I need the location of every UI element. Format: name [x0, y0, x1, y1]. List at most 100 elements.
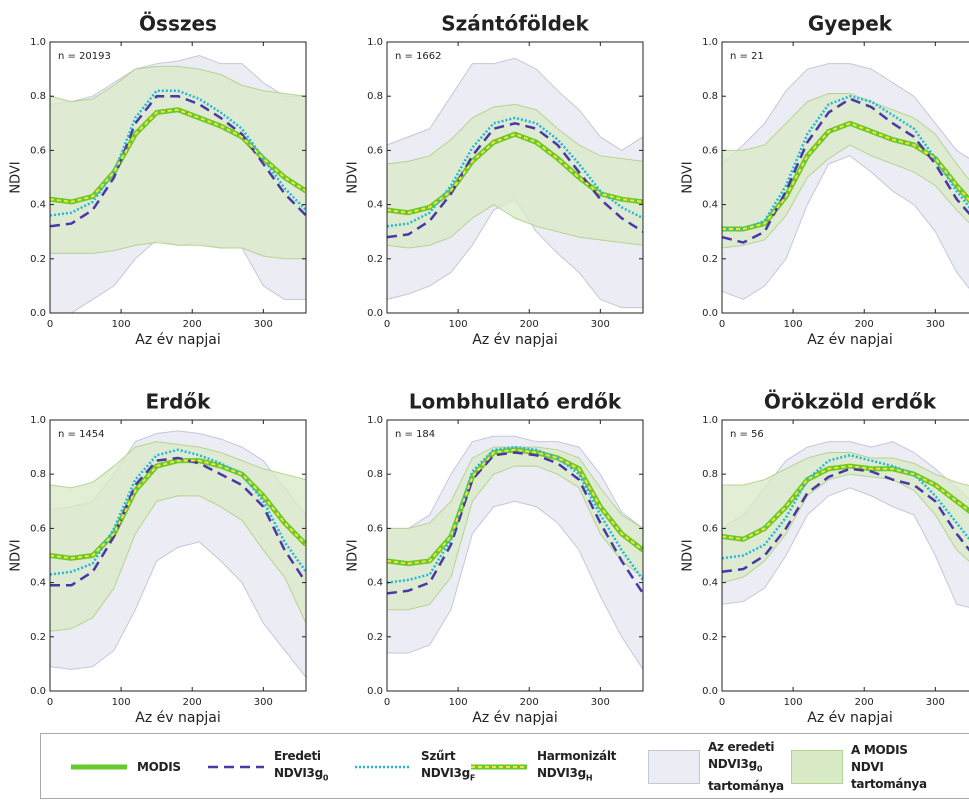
- y-tick-label: 1.0: [30, 37, 46, 48]
- x-tick-label: 0: [384, 697, 390, 708]
- series-line: [387, 445, 643, 584]
- legend: MODIS Eredeti NDVI3g0 Szűrt NDVI3gF Harmoni…: [40, 733, 969, 799]
- legend-label: MODIS: [137, 759, 229, 776]
- y-tick-label: 0.8: [367, 469, 383, 480]
- plot-area: [387, 435, 643, 671]
- y-tick-label: 1.0: [367, 37, 383, 48]
- y-tick-label: 0.6: [702, 145, 718, 156]
- sample-size: n = 21: [730, 51, 764, 62]
- x-tick-label: 300: [254, 697, 273, 708]
- y-tick-label: 0.4: [702, 578, 718, 589]
- y-tick-label: 0.8: [30, 469, 46, 480]
- plot-area: [722, 441, 969, 608]
- legend-subscript: F: [469, 773, 476, 783]
- y-tick-label: 0.0: [702, 686, 718, 697]
- plot-frame: [721, 41, 969, 314]
- legend-swatch: [791, 750, 843, 784]
- panel: 0.0 0.2 0.4 0.6 0.8 1.0 0 100 200 300 Örökzöld erd…: [681, 390, 969, 726]
- legend-subscript: 0: [756, 764, 763, 774]
- series-line: [387, 116, 643, 228]
- plot-area: [387, 57, 643, 309]
- x-tick-label: 200: [183, 697, 202, 708]
- x-tick-label: 100: [112, 319, 131, 330]
- chart-title: Összes: [139, 12, 217, 36]
- series-line: [50, 94, 306, 228]
- range-band: [50, 65, 306, 260]
- legend-text: A MODIS NDVI tartománya: [851, 742, 927, 791]
- y-tick-label: 0.6: [702, 523, 718, 534]
- series-line: [387, 133, 643, 214]
- legend-text: tartománya: [708, 778, 784, 793]
- x-tick-label: 0: [719, 319, 725, 330]
- y-axis-label: NDVI: [9, 161, 24, 193]
- y-axis-label: NDVI: [9, 539, 24, 571]
- y-tick-label: 0.4: [367, 200, 383, 211]
- plot-area: [722, 63, 969, 301]
- x-axis-label: Az év napjai: [135, 332, 220, 348]
- y-tick-label: 0.8: [367, 91, 383, 102]
- plot-frame: [386, 41, 644, 314]
- y-tick-label: 0.4: [702, 200, 718, 211]
- y-tick-label: 0.8: [702, 91, 718, 102]
- x-tick-label: 100: [112, 697, 131, 708]
- y-tick-label: 0.0: [30, 686, 46, 697]
- legend-subscript: H: [585, 773, 593, 783]
- x-tick-label: 200: [520, 697, 539, 708]
- y-axis-label: NDVI: [346, 161, 361, 193]
- x-tick-label: 200: [855, 319, 874, 330]
- x-tick-label: 300: [254, 319, 273, 330]
- chart-title: Gyepek: [808, 12, 893, 36]
- y-tick-label: 0.4: [30, 200, 46, 211]
- x-axis-label: Az év napjai: [807, 710, 892, 726]
- range-band: [50, 441, 306, 632]
- y-tick-label: 0.2: [367, 254, 383, 265]
- series-line: [722, 94, 969, 231]
- y-tick-label: 0.2: [702, 632, 718, 643]
- y-tick-label: 0.8: [702, 469, 718, 480]
- y-tick-label: 0.4: [30, 578, 46, 589]
- sample-size: n = 1662: [395, 51, 442, 62]
- y-tick-label: 0.6: [367, 145, 383, 156]
- legend-entry: A MODIS NDVI tartománya: [791, 734, 943, 800]
- x-axis-label: Az év napjai: [807, 332, 892, 348]
- plot-area: [50, 430, 306, 679]
- legend-entry: Az eredeti NDVI3g0 tartománya: [648, 734, 800, 800]
- y-tick-label: 0.0: [30, 308, 46, 319]
- legend-text: Harmonizált NDVI3g: [537, 748, 617, 780]
- series-line: [387, 451, 643, 595]
- y-tick-label: 1.0: [702, 415, 718, 426]
- legend-entry: Harmonizált NDVI3gH: [469, 734, 629, 800]
- x-tick-label: 0: [719, 697, 725, 708]
- y-tick-label: 0.2: [367, 632, 383, 643]
- range-band: [722, 452, 969, 584]
- y-tick-label: 0.4: [367, 578, 383, 589]
- legend-swatch: [648, 750, 700, 784]
- y-tick-label: 1.0: [702, 37, 718, 48]
- y-tick-label: 0.0: [367, 686, 383, 697]
- y-tick-label: 0.0: [367, 308, 383, 319]
- x-tick-label: 0: [47, 697, 53, 708]
- x-tick-label: 100: [449, 319, 468, 330]
- legend-subscript: 0: [322, 773, 329, 783]
- series-line: [387, 448, 643, 565]
- legend-entry: MODIS: [69, 734, 229, 800]
- plot-frame: [49, 41, 307, 314]
- series-line: [50, 456, 306, 587]
- y-tick-label: 0.6: [30, 145, 46, 156]
- y-tick-label: 0.6: [367, 523, 383, 534]
- y-axis-label: NDVI: [346, 539, 361, 571]
- legend-swatch: [208, 765, 264, 769]
- legend-label: Az eredeti NDVI3g0 tartománya: [708, 739, 800, 794]
- series-line: [722, 467, 969, 574]
- series-line: [50, 448, 306, 576]
- series-line: [50, 108, 306, 203]
- x-tick-label: 100: [449, 697, 468, 708]
- plot-area: [50, 55, 306, 313]
- legend-entry: Szűrt NDVI3gF: [353, 734, 513, 800]
- x-tick-label: 300: [926, 697, 945, 708]
- panel: 0.0 0.2 0.4 0.6 0.8 1.0 0 100 200 300 Erdők n = 145…: [9, 390, 307, 726]
- range-band: [387, 103, 643, 249]
- panel: 0.0 0.2 0.4 0.6 0.8 1.0 0 100 200 300 Összes n = 20…: [9, 12, 307, 348]
- legend-swatch: [355, 765, 411, 769]
